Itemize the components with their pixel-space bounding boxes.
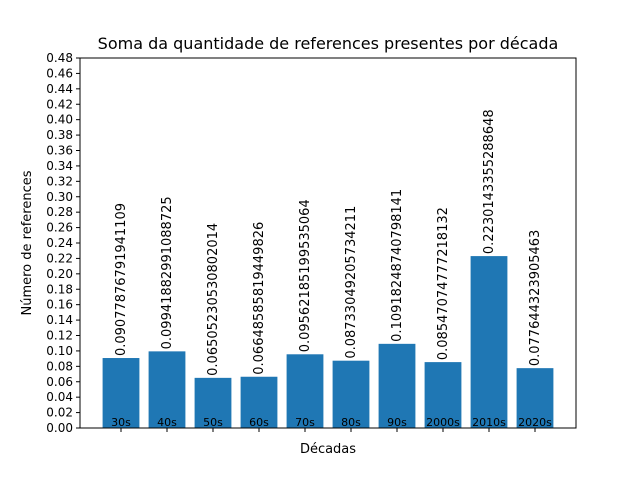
y-tick-label: 0.38 [46,128,73,142]
y-tick-label: 0.30 [46,190,73,204]
y-tick-label: 0.20 [46,267,73,281]
bar-50s [194,377,232,428]
y-tick-label: 0.08 [46,359,73,373]
bar-30s [102,358,140,428]
bar-value-label: 0.09562185199535064 [298,199,313,352]
x-tick-label: 2010s [472,416,506,429]
y-tick-label: 0.44 [46,82,73,96]
bar-value-label: 0.2230143355288648 [482,109,497,254]
value-labels: 0.09077876791941109 0.09941882991088725 0.… [114,109,543,376]
bar-40s [148,351,186,428]
bar-value-label: 0.08733049205734211 [344,206,359,359]
bar-2000s [424,362,462,428]
y-tick-label: 0.40 [46,113,73,127]
y-tick-label: 0.10 [46,344,73,358]
y-tick-label: 0.12 [46,329,73,343]
x-axis: 30s 40s 50s 60s 70s 80s 90s 2000s 2010s 2020s [111,416,552,432]
y-tick-label: 0.22 [46,251,73,265]
x-tick-label: 90s [387,416,407,429]
y-tick-label: 0.34 [46,159,73,173]
y-tick-label: 0.02 [46,406,73,420]
bar-value-label: 0.09077876791941109 [114,203,129,356]
bar-70s [286,354,324,428]
bars [102,256,554,428]
x-tick-label: 2020s [518,416,552,429]
chart-title: Soma da quantidade de references present… [98,34,559,53]
x-tick-label: 70s [295,416,315,429]
x-tick-label: 80s [341,416,361,429]
y-tick-label: 0.16 [46,298,73,312]
y-tick-label: 0.42 [46,97,73,111]
x-axis-label: Décadas [300,442,356,457]
y-tick-label: 0.36 [46,144,73,158]
bar-2010s [470,256,508,428]
x-tick-label: 30s [111,416,131,429]
plot-frame [79,57,577,429]
bar-value-label: 0.10918248740798141 [390,189,405,342]
x-tick-label: 50s [203,416,223,429]
x-tick-label: 40s [157,416,177,429]
y-tick-label: 0.00 [46,421,73,435]
y-tick-label: 0.14 [46,313,73,327]
y-tick-label: 0.48 [46,51,73,65]
bar-value-label: 0.06648585819449826 [252,222,267,375]
y-tick-label: 0.04 [46,390,73,404]
y-tick-label: 0.06 [46,375,73,389]
bar-value-label: 0.09941882991088725 [160,196,175,349]
y-axis-label: Número de references [20,170,35,315]
y-tick-label: 0.28 [46,205,73,219]
bar-2020s [516,368,554,428]
x-tick-label: 2000s [426,416,460,429]
bar-80s [332,360,370,428]
y-tick-label: 0.26 [46,221,73,235]
y-tick-label: 0.24 [46,236,73,250]
bar-value-label: 0.06505230530802014 [206,223,221,376]
bar-value-label: 0.077644323905463 [528,230,543,366]
bar-value-label: 0.08547074777218132 [436,207,451,360]
x-tick-label: 60s [249,416,269,429]
y-tick-label: 0.46 [46,66,73,80]
bar-90s [378,343,416,428]
y-tick-label: 0.18 [46,282,73,296]
y-axis: 0.000.02 0.040.06 0.080.100.12 0.140.16 0.18… [46,51,80,435]
y-tick-label: 0.32 [46,174,73,188]
bar-60s [240,376,278,428]
